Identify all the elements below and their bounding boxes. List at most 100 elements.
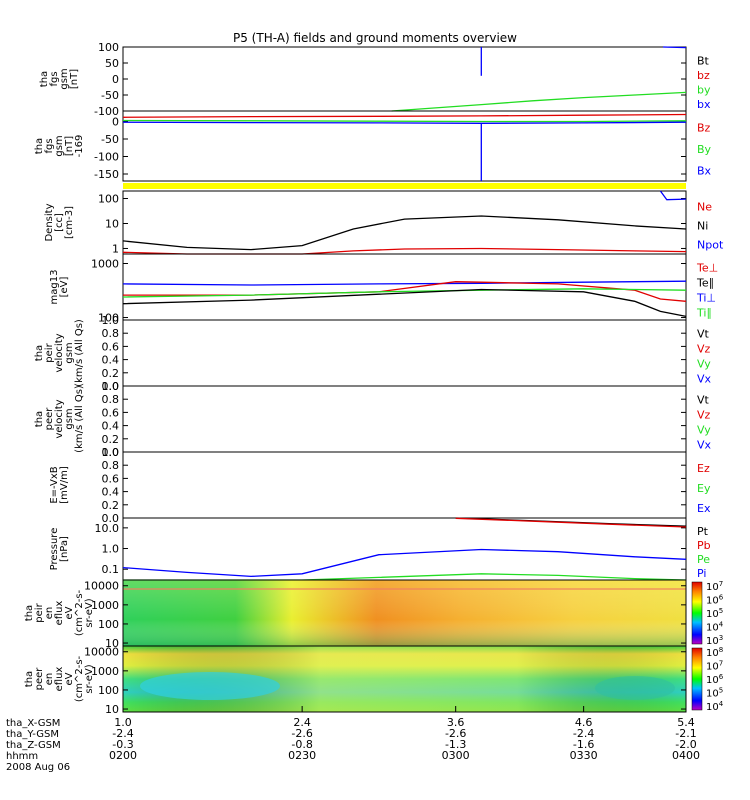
date-label: 2008 Aug 06 [6,762,70,773]
panel-frame [122,385,687,453]
legend-item: Pb [697,539,711,552]
y-tick-label: 0.1 [102,563,120,576]
colorbar-tick-label: 105 [706,607,723,620]
y-axis-label: [nT] [64,136,75,156]
x-tick-label: -2.1 [675,727,696,740]
y-axis-label: (cm^2-s- [74,655,85,702]
x-tick-label: 2.4 [293,716,311,729]
y-tick-label: -100 [94,151,119,164]
y-axis-label: tha [34,345,45,361]
y-tick-label: 1.0 [102,543,120,556]
x-tick-label: 0400 [672,749,700,762]
legend-item: Npot [697,239,724,252]
legend-item: Vt [697,328,710,341]
y-axis-label: [nPa] [59,536,70,562]
y-tick-label: 0.8 [102,459,120,472]
y-axis-label: peer [34,667,45,691]
legend-item: Bz [697,122,711,135]
y-tick-label: -150 [94,168,119,181]
series-line-Ti∥ [122,288,687,298]
colorbar-tick-label: 107 [706,580,723,593]
panel-frame [122,190,687,255]
legend-item: Bx [697,164,712,177]
y-tick-label: 0.2 [102,499,120,512]
y-tick-label: 1 [112,242,119,255]
x-tick-label: -2.6 [445,727,466,740]
panel-frame [122,319,687,387]
legend-item: Vy [697,358,711,371]
colorbar [691,647,703,711]
y-tick-label: 10 [105,637,119,650]
x-tick-label: 5.4 [677,716,695,729]
y-axis-label: tha [24,671,35,687]
legend-item: bz [697,69,710,82]
y-axis-label: eflux [54,601,65,626]
y-tick-label: 100 [98,684,119,697]
x-row-label: tha_X-GSM [6,718,60,729]
colorbar-tick-label: 105 [706,687,723,700]
x-tick-label: -2.0 [675,738,696,751]
y-axis-label: eV [64,606,75,619]
y-axis-label: (km/s (All Qs) [74,385,85,453]
y-axis-label: eV [64,672,75,685]
series-line-By [122,119,687,123]
y-axis-label: gsm [64,408,75,429]
legend-item: Ez [697,462,710,475]
series-line-bx [662,46,687,49]
x-tick-label: 4.6 [575,716,593,729]
legend-item: Ex [697,502,711,515]
y-axis-label: peir [44,342,55,362]
y-axis-label: gsm [59,68,70,89]
colorbar-tick-exponent: 7 [719,660,723,668]
y-tick-label: 0.0 [102,446,120,459]
y-axis-label: sr-eV) [84,664,95,693]
legend-item: Te∥ [696,277,714,290]
x-row-label: hhmm [6,751,38,762]
x-tick-label: 0300 [442,749,470,762]
panel-frame [122,517,687,581]
spectrogram-electron-low [140,672,280,700]
colorbar-tick-exponent: 7 [719,580,723,588]
y-tick-label: 10000 [84,580,119,593]
series-line-Ti⊥ [122,280,687,286]
y-tick-label: 100 [98,41,119,54]
y-tick-label: 0.8 [102,393,120,406]
y-axis-label: (km/s (All Qs) [74,319,85,387]
y-axis-label: tha [34,138,45,154]
colorbar-tick-exponent: 5 [719,687,723,695]
legend-item: Pi [697,567,706,580]
legend-item: by [697,83,711,96]
legend-item: Bt [697,54,710,67]
y-axis-label: peer [44,407,55,431]
y-axis-label: gsm [64,342,75,363]
colorbar-tick-label: 107 [706,660,723,673]
y-axis-label: -169 [74,135,85,158]
x-tick-label: 0330 [570,749,598,762]
legend-item: Ey [697,482,711,495]
y-axis-label: mag13 [49,270,60,305]
legend-item: Vz [697,409,711,422]
colorbar-tick-exponent: 4 [719,621,724,629]
series-line-Pi [122,548,687,578]
y-axis-label: Density [44,203,55,241]
x-tick-label: 0230 [288,749,316,762]
y-axis-label: [nT] [69,69,80,89]
y-axis-label: Pressure [49,528,60,571]
y-tick-label: 0.4 [102,486,120,499]
y-axis-label: en [44,607,55,620]
y-tick-label: 1000 [91,599,119,612]
x-tick-label: -2.6 [291,727,312,740]
y-tick-label: 0 [112,116,119,129]
spectrogram-ion-shade [123,580,686,646]
panel-frame [122,645,687,713]
y-axis-label: peir [34,602,45,622]
y-axis-label: [eV] [59,277,70,298]
colorbar-tick-label: 104 [706,621,724,634]
x-tick-label: -0.8 [291,738,312,751]
legend-item: Vt [697,394,710,407]
colorbar-tick-exponent: 6 [719,673,724,681]
y-axis-label: en [44,673,55,686]
series-line-Bx [122,121,687,181]
colorbar-tick-label: 106 [706,673,724,686]
series-line-Ni [122,215,687,251]
